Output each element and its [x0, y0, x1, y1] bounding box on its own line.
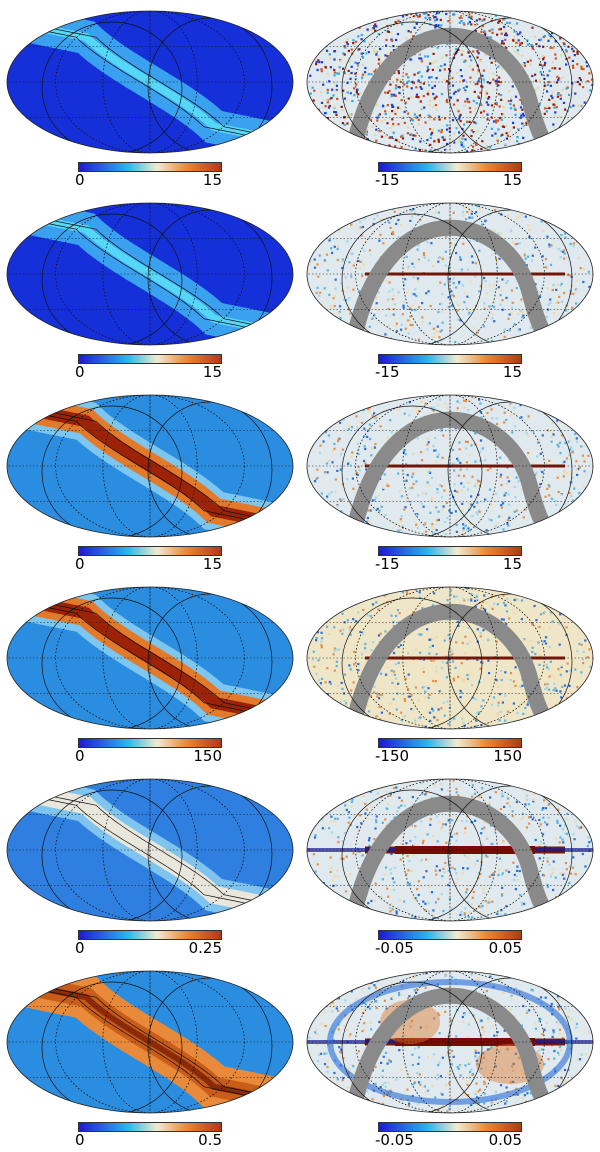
- colorbar-max-label: 15: [502, 555, 522, 573]
- colorbar-max-label: 0.5: [198, 1131, 222, 1149]
- colorbar-max-label: 15: [202, 363, 222, 381]
- mollweide-map: [306, 10, 594, 154]
- sky-map-panel-right: -0.05 0.05: [300, 960, 600, 1152]
- colorbar: [378, 1122, 522, 1132]
- colorbar-min-label: 0: [75, 171, 85, 189]
- colorbar: [78, 162, 222, 172]
- mollweide-map: [6, 586, 294, 730]
- colorbar: [78, 930, 222, 940]
- colorbar-min-label: -15: [375, 555, 400, 573]
- sky-map-panel-left: 0 15: [0, 0, 300, 192]
- colorbar: [378, 162, 522, 172]
- colorbar: [78, 546, 222, 556]
- colorbar: [378, 354, 522, 364]
- colorbar-max-label: 15: [202, 171, 222, 189]
- colorbar-max-label: 150: [493, 747, 522, 765]
- colorbar-min-label: 0: [75, 555, 85, 573]
- colorbar: [78, 1122, 222, 1132]
- colorbar: [78, 354, 222, 364]
- sky-map-panel-left: 0 15: [0, 384, 300, 576]
- sky-map-panel-left: 0 15: [0, 192, 300, 384]
- sky-map-panel-right: -150 150: [300, 576, 600, 768]
- mollweide-map: [6, 10, 294, 154]
- sky-map-panel-left: 0 0.25: [0, 768, 300, 960]
- colorbar: [78, 738, 222, 748]
- sky-map-panel-right: -15 15: [300, 0, 600, 192]
- colorbar-min-label: 0: [75, 939, 85, 957]
- colorbar-max-label: 15: [502, 363, 522, 381]
- sky-map-panel-right: -0.05 0.05: [300, 768, 600, 960]
- mollweide-map: [306, 778, 594, 922]
- colorbar-max-label: 0.05: [488, 1131, 522, 1149]
- colorbar: [378, 738, 522, 748]
- mollweide-map: [6, 394, 294, 538]
- sky-map-panel-right: -15 15: [300, 384, 600, 576]
- colorbar-min-label: -0.05: [375, 939, 414, 957]
- mollweide-map: [306, 202, 594, 346]
- colorbar-min-label: 0: [75, 363, 85, 381]
- colorbar-max-label: 150: [193, 747, 222, 765]
- colorbar-min-label: -15: [375, 363, 400, 381]
- colorbar-max-label: 0.05: [488, 939, 522, 957]
- mollweide-map: [306, 586, 594, 730]
- mollweide-map: [6, 778, 294, 922]
- colorbar-max-label: 0.25: [188, 939, 222, 957]
- sky-map-panel-right: -15 15: [300, 192, 600, 384]
- colorbar-min-label: 0: [75, 1131, 85, 1149]
- colorbar-min-label: -0.05: [375, 1131, 414, 1149]
- colorbar-min-label: -150: [375, 747, 410, 765]
- colorbar: [378, 546, 522, 556]
- sky-map-panel-left: 0 0.5: [0, 960, 300, 1152]
- colorbar-min-label: -15: [375, 171, 400, 189]
- colorbar-min-label: 0: [75, 747, 85, 765]
- mollweide-map: [6, 202, 294, 346]
- sky-map-panel-left: 0 150: [0, 576, 300, 768]
- mollweide-map: [306, 970, 594, 1114]
- mollweide-map: [306, 394, 594, 538]
- mollweide-map: [6, 970, 294, 1114]
- colorbar-max-label: 15: [202, 555, 222, 573]
- colorbar-max-label: 15: [502, 171, 522, 189]
- colorbar: [378, 930, 522, 940]
